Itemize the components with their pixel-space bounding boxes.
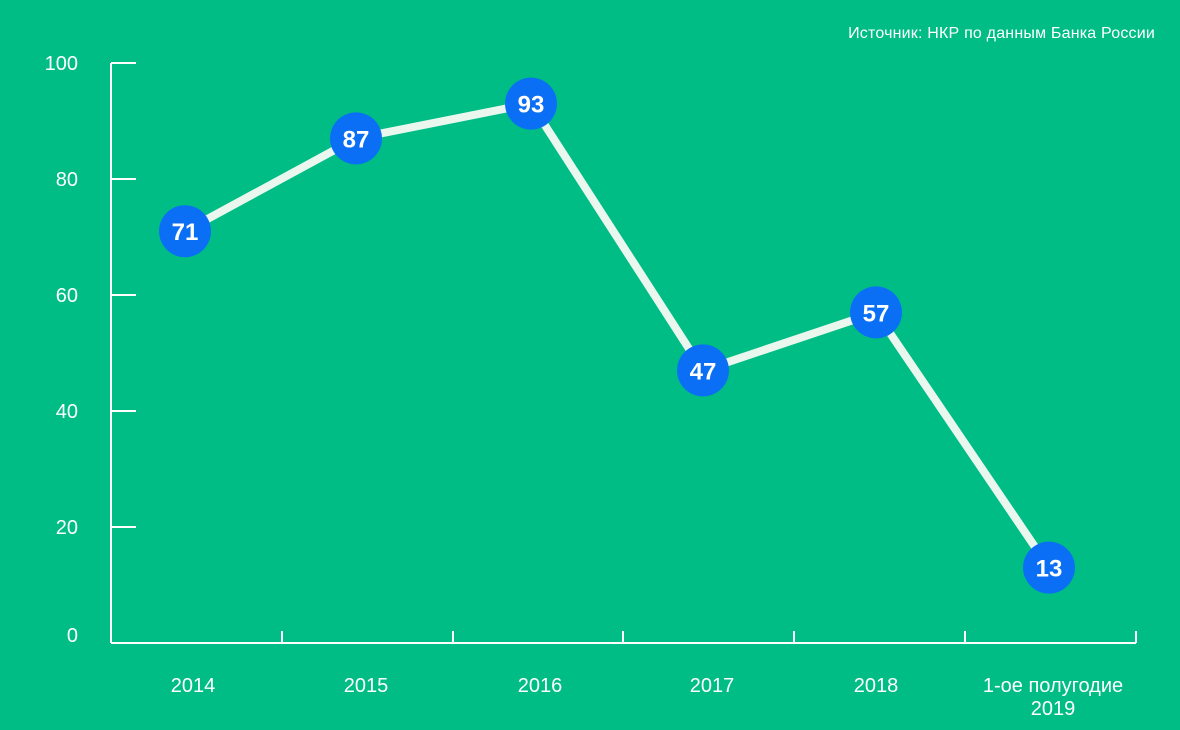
x-tick-label-line: 2019 bbox=[1031, 698, 1076, 720]
series-line bbox=[181, 99, 1053, 572]
x-tick-label: 2014 bbox=[171, 675, 216, 697]
data-label: 93 bbox=[518, 92, 545, 119]
data-point bbox=[505, 77, 557, 130]
x-tick-label: 2016 bbox=[518, 675, 563, 697]
y-tick-label: 60 bbox=[56, 285, 78, 307]
y-tick-label: 20 bbox=[56, 517, 78, 539]
x-tick-label-line: 2014 bbox=[171, 675, 216, 697]
data-label: 47 bbox=[690, 358, 717, 385]
x-tick-label: 2018 bbox=[854, 675, 899, 697]
x-tick-label-line: 2018 bbox=[854, 675, 899, 697]
y-tick-label: 40 bbox=[56, 401, 78, 423]
x-tick-label-line: 1-ое полугодие bbox=[983, 675, 1123, 697]
x-tick-label: 2017 bbox=[690, 675, 735, 697]
data-label: 71 bbox=[172, 219, 199, 246]
data-label: 57 bbox=[863, 300, 890, 327]
data-label: 13 bbox=[1036, 556, 1063, 583]
x-tick-label-line: 2017 bbox=[690, 675, 735, 697]
data-point bbox=[677, 344, 729, 397]
x-tick-label-line: 2015 bbox=[344, 675, 389, 697]
data-label: 87 bbox=[343, 126, 370, 153]
x-tick-label: 1-ое полугодие 2019 bbox=[983, 675, 1123, 720]
source-note: Источник: НКР по данным Банка России bbox=[848, 25, 1155, 42]
x-tick-label: 2015 bbox=[344, 675, 389, 697]
data-point bbox=[330, 112, 382, 165]
y-tick-label: 100 bbox=[45, 53, 78, 75]
x-tick-label-line: 2016 bbox=[518, 675, 563, 697]
data-point bbox=[159, 205, 211, 258]
y-tick-label: 80 bbox=[56, 169, 78, 191]
y-tick-label: 0 bbox=[67, 625, 78, 647]
data-point bbox=[1023, 541, 1075, 594]
data-point bbox=[850, 286, 902, 339]
